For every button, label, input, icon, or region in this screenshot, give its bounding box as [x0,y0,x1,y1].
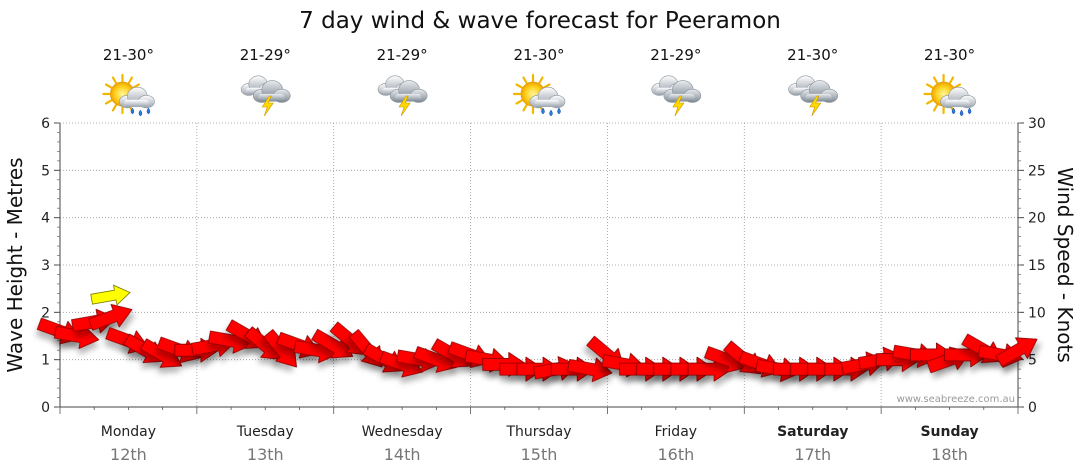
left-tick-label: 0 [41,400,50,416]
day-name: Tuesday [236,424,294,440]
day-temperature: 21-30° [513,46,564,64]
day-date: 18th [931,445,968,464]
cloud-shape [529,86,566,109]
left-tick-label: 2 [41,305,50,321]
cloud-shape [389,80,428,103]
lightning-bolt [672,95,685,117]
day-date: 15th [521,445,558,464]
day-temperature: 21-30° [103,46,154,64]
right-tick-label: 0 [1028,400,1037,416]
wave-arrow [90,284,131,306]
day-date: 17th [794,445,831,464]
wind-arrow [311,328,354,359]
right-tick-label: 10 [1028,305,1046,321]
day-temperature: 21-29° [240,46,291,64]
right-axis-title: Wind Speed - Knots [1053,167,1077,363]
day-name: Wednesday [362,424,443,440]
right-tick-label: 20 [1028,211,1046,227]
left-tick-label: 4 [41,211,50,227]
thunderstorm-icon [240,75,291,117]
rain-drops [541,107,561,117]
rain-drops [130,107,151,117]
day-date: 14th [384,445,421,464]
wind-arrow [88,304,133,331]
day-date: 12th [110,445,147,464]
partly-cloudy-showers-icon [512,73,566,117]
left-tick-label: 6 [41,116,50,132]
day-temperature: 21-30° [787,46,838,64]
watermark: www.seabreeze.com.au [897,394,1015,405]
wind-arrow [567,357,613,383]
day-date: 16th [657,445,694,464]
right-tick-label: 30 [1028,116,1046,132]
thunderstorm-icon [788,75,839,117]
right-tick-label: 15 [1028,258,1046,274]
day-date: 13th [247,445,284,464]
right-tick-label: 25 [1028,163,1046,179]
day-name: Friday [655,424,697,440]
day-name: Sunday [920,424,978,440]
partly-cloudy-showers-icon [102,73,155,117]
left-axis-title: Wave Height - Metres [3,157,27,372]
cloud-shape [940,86,976,109]
cloud-shape [119,86,155,109]
thunderstorm-icon [377,75,428,117]
lightning-bolt [398,95,411,117]
day-name: Monday [101,424,156,440]
wind-arrows-series [36,304,1038,383]
lightning-bolt [261,95,274,117]
wave-arrows-series [90,284,131,306]
day-forecast-headers: 21-30° 21-29° 21-29° 21-30° 21-29° 21-30° 21-3… [102,46,976,117]
wind-arrow [995,337,1038,367]
day-temperature: 21-30° [924,46,975,64]
left-tick-label: 3 [41,258,50,274]
day-temperature: 21-29° [650,46,701,64]
day-name: Thursday [505,424,571,440]
left-tick-label: 5 [41,163,50,179]
cloud-shape [663,80,702,103]
day-name: Saturday [777,424,848,440]
day-temperature: 21-29° [377,46,428,64]
cloud-shape [252,80,291,103]
day-labels: Monday 12th Tuesday 13th Wednesday 14th Thursd… [101,424,979,464]
partly-cloudy-showers-icon [923,73,976,117]
cloud-shape [800,80,839,103]
rain-drops [951,107,972,117]
left-tick-label: 1 [41,353,50,369]
chart-title: 7 day wind & wave forecast for Peeramon [299,8,781,34]
thunderstorm-icon [651,75,702,117]
right-tick-label: 5 [1028,353,1037,369]
lightning-bolt [809,95,822,117]
